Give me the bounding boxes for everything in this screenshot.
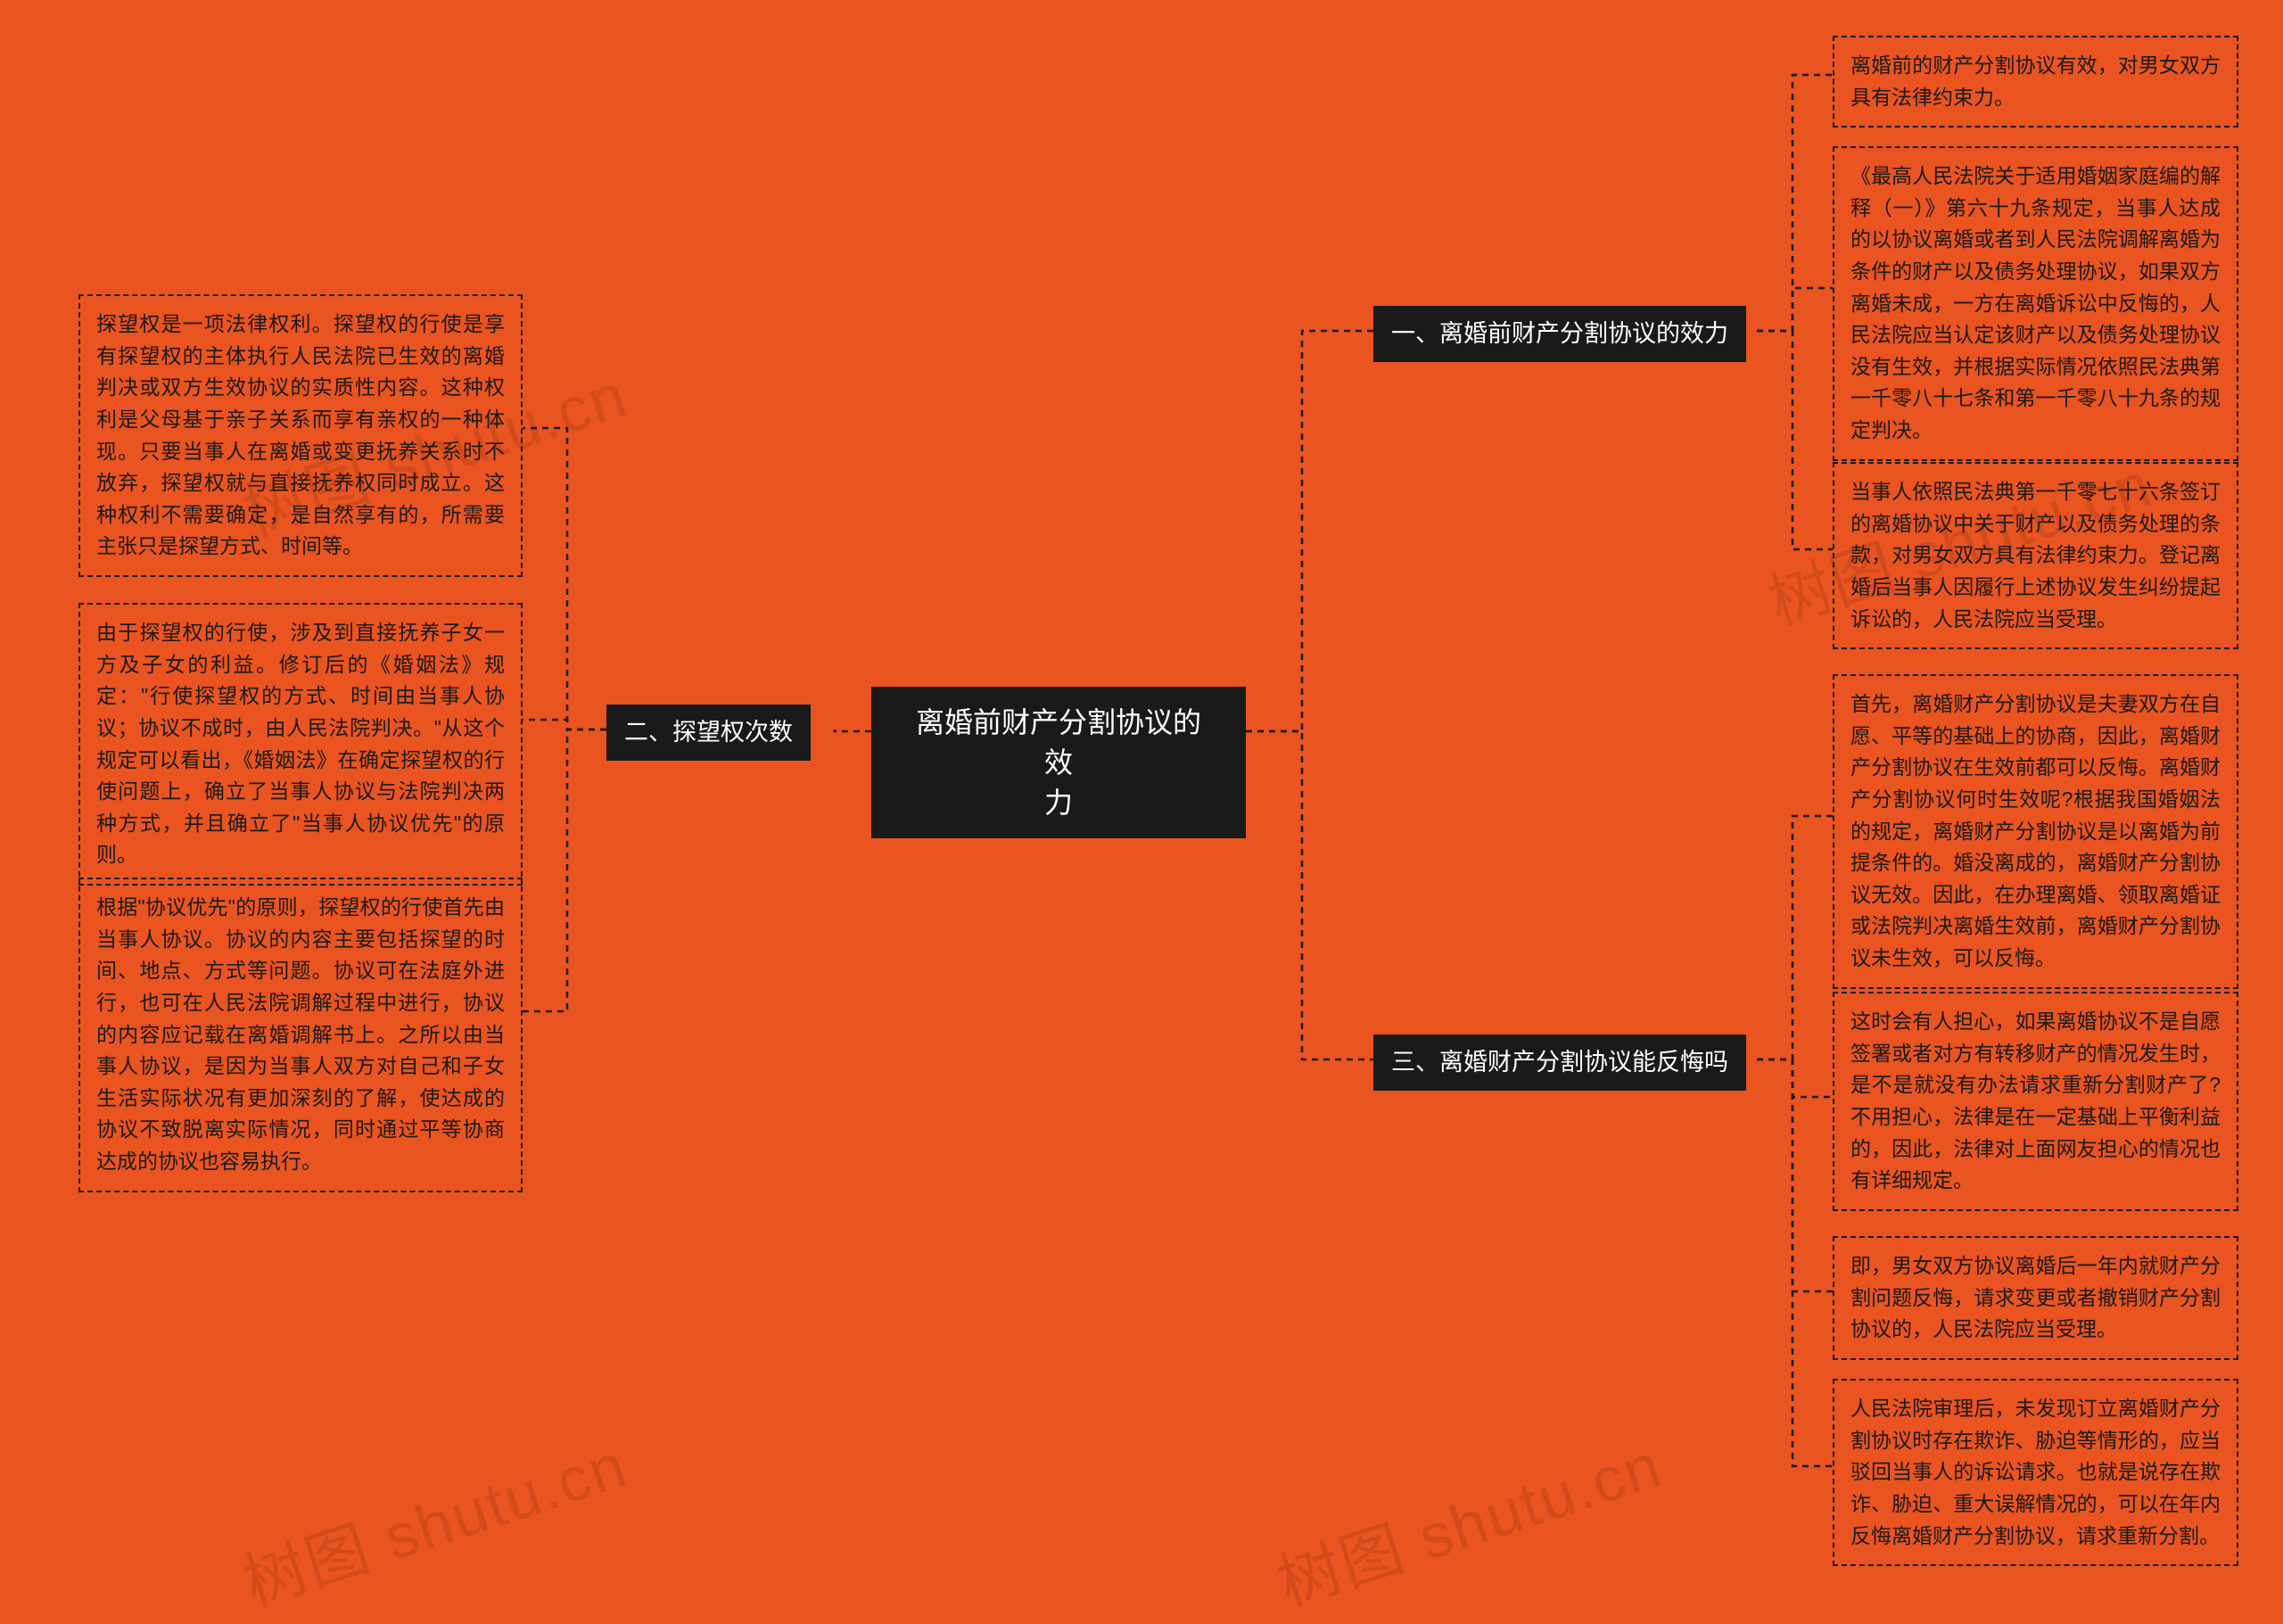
leaf-3c: 即，男女双方协议离婚后一年内就财产分割问题反悔，请求变更或者撤销财产分割协议的，… [1833, 1236, 2238, 1360]
leaf-3b: 这时会有人担心，如果离婚协议不是自愿签署或者对方有转移财产的情况发生时，是不是就… [1833, 992, 2238, 1211]
center-line1: 离婚前财产分割协议的效 [903, 703, 1214, 783]
center-line2: 力 [903, 783, 1214, 823]
leaf-2b: 由于探望权的行使，涉及到直接抚养子女一方及子女的利益。修订后的《婚姻法》规定："… [78, 603, 523, 886]
leaf-1b: 《最高人民法院关于适用婚姻家庭编的解释（一）》第六十九条规定，当事人达成的以协议… [1833, 146, 2238, 461]
leaf-1c: 当事人依照民法典第一千零七十六条签订的离婚协议中关于财产以及债务处理的条款，对男… [1833, 462, 2238, 649]
branch-1: 一、离婚前财产分割协议的效力 [1373, 306, 1746, 362]
leaf-2a: 探望权是一项法律权利。探望权的行使是享有探望权的主体执行人民法院已生效的离婚判决… [78, 294, 523, 577]
branch-3: 三、离婚财产分割协议能反悔吗 [1373, 1035, 1746, 1091]
mindmap-canvas: 树图 shutu.cn 树图 shutu.cn 树图 shutu.cn 树图 s… [0, 0, 2283, 1561]
branch-2: 二、探望权次数 [606, 705, 811, 761]
center-node: 离婚前财产分割协议的效 力 [871, 687, 1246, 838]
leaf-1a: 离婚前的财产分割协议有效，对男女双方具有法律约束力。 [1833, 36, 2238, 128]
leaf-3d: 人民法院审理后，未发现订立离婚财产分割协议时存在欺诈、胁迫等情形的，应当驳回当事… [1833, 1379, 2238, 1566]
leaf-3a: 首先，离婚财产分割协议是夫妻双方在自愿、平等的基础上的协商，因此，离婚财产分割协… [1833, 674, 2238, 989]
leaf-2c: 根据"协议优先"的原则，探望权的行使首先由当事人协议。协议的内容主要包括探望的时… [78, 878, 523, 1192]
